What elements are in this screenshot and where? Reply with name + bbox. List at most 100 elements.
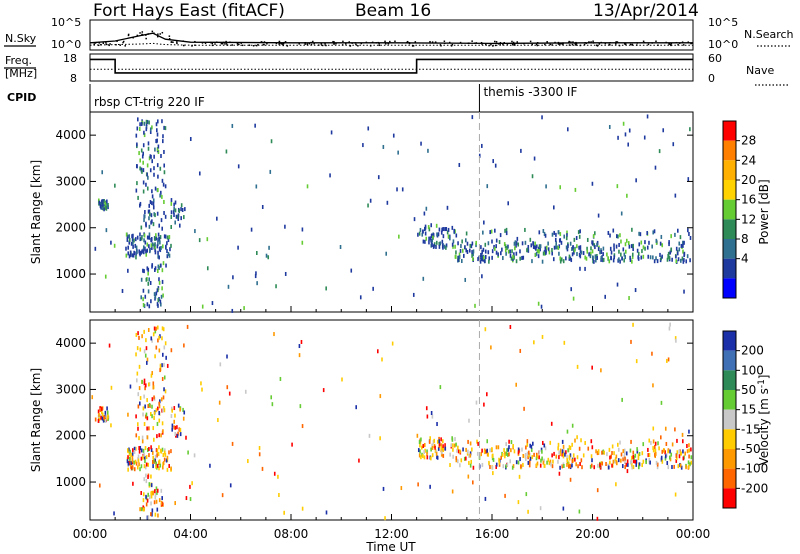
data-point (396, 187, 398, 192)
data-point (594, 245, 596, 250)
data-point (133, 449, 136, 454)
data-point (301, 227, 304, 232)
data-point (557, 459, 559, 464)
noise-dot (194, 44, 196, 46)
data-point (153, 411, 156, 416)
data-point (623, 450, 626, 455)
data-point (231, 308, 234, 313)
data-point (613, 255, 615, 260)
data-point (154, 454, 157, 459)
noise-dot (450, 45, 453, 47)
noise-dot (127, 34, 130, 37)
noise-dot (571, 43, 574, 46)
data-point (602, 252, 604, 257)
data-point (146, 398, 148, 403)
data-point (602, 258, 604, 263)
data-point (460, 244, 462, 249)
data-point (532, 241, 535, 246)
data-point (151, 189, 153, 194)
noise-right-tick-bottom: 10^0 (708, 38, 738, 51)
data-point (566, 458, 569, 463)
data-point (162, 261, 165, 266)
noise-dot (467, 42, 469, 45)
power-cbar-tick-label: 8 (741, 232, 749, 246)
noise-dot (670, 42, 673, 45)
data-point (125, 253, 128, 258)
data-point (504, 228, 506, 233)
data-point (594, 254, 597, 259)
data-point (142, 492, 145, 497)
data-point (610, 250, 613, 255)
data-point (150, 447, 153, 452)
data-point (103, 415, 106, 420)
data-point (161, 226, 164, 231)
data-point (94, 246, 97, 251)
data-point (654, 165, 657, 170)
noise-dot (147, 33, 149, 35)
data-point (451, 436, 453, 441)
data-point (670, 247, 673, 252)
data-point (154, 248, 156, 253)
data-point (156, 325, 159, 330)
data-point (559, 448, 562, 453)
data-point (464, 277, 467, 282)
noise-dot (655, 40, 657, 43)
data-point (162, 327, 165, 332)
data-point (139, 237, 142, 242)
data-point (147, 141, 150, 146)
data-point (498, 240, 501, 245)
data-point (666, 257, 669, 262)
noise-dot (595, 44, 598, 46)
data-point (130, 460, 133, 465)
data-point (164, 184, 167, 189)
noise-dot (378, 44, 381, 47)
data-point (566, 429, 569, 434)
data-point (469, 453, 472, 458)
data-point (675, 458, 678, 463)
data-point (284, 271, 287, 276)
data-point (543, 231, 546, 236)
data-point (514, 240, 517, 245)
data-point (671, 257, 673, 262)
data-point (629, 460, 632, 465)
data-point (426, 449, 428, 454)
noise-dot (210, 41, 212, 44)
data-point (673, 464, 675, 469)
data-point (528, 463, 531, 468)
noise-dot (497, 43, 500, 45)
noise-dot (681, 41, 684, 43)
data-point (176, 433, 179, 438)
data-point (139, 122, 141, 127)
data-point (472, 465, 475, 470)
data-point (141, 435, 144, 440)
data-point (653, 229, 656, 234)
data-point (639, 232, 642, 237)
data-point (217, 418, 219, 423)
noise-dot (132, 36, 134, 39)
data-point (477, 257, 479, 262)
data-point (427, 148, 429, 153)
data-point (185, 496, 188, 501)
data-point (162, 406, 165, 411)
data-point (600, 250, 603, 255)
velocity-cbar-swatch (723, 468, 736, 489)
data-point (436, 439, 439, 444)
noise-dot (278, 42, 281, 44)
data-point (529, 456, 532, 461)
data-point (283, 510, 285, 515)
power-cbar-swatch (723, 219, 736, 239)
data-point (447, 234, 450, 239)
data-point (142, 288, 145, 293)
data-point (617, 458, 620, 463)
data-point (683, 240, 685, 245)
data-point (524, 227, 526, 232)
data-point (158, 433, 160, 438)
data-point (548, 461, 551, 466)
data-point (489, 448, 491, 453)
data-point (301, 240, 304, 245)
data-point (146, 163, 149, 168)
data-point (646, 231, 648, 236)
velocity-cbar-swatch (723, 370, 736, 390)
data-point (148, 495, 151, 500)
noise-dot (544, 43, 546, 46)
